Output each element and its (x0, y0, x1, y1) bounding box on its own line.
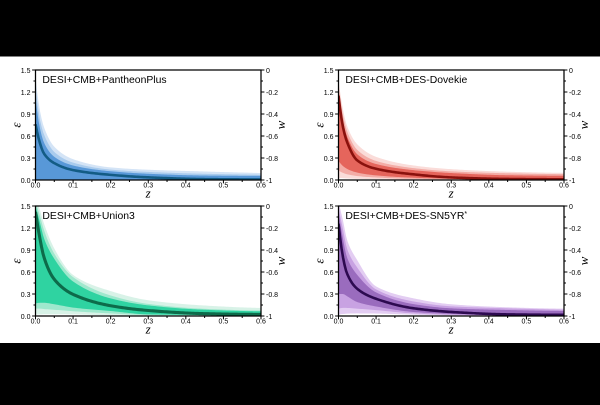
svg-text:0: 0 (266, 204, 270, 211)
svg-text:0.6: 0.6 (21, 134, 31, 141)
svg-text:0.6: 0.6 (21, 270, 31, 277)
svg-text:1.2: 1.2 (324, 226, 334, 233)
svg-text:-0.6: -0.6 (266, 270, 278, 277)
svg-text:0.1: 0.1 (68, 183, 78, 190)
svg-text:0.5: 0.5 (522, 319, 532, 326)
svg-text:1.2: 1.2 (21, 90, 31, 97)
svg-text:1.5: 1.5 (324, 68, 334, 75)
svg-text:0.0: 0.0 (21, 178, 31, 185)
svg-text:1.5: 1.5 (324, 204, 334, 211)
svg-text:z: z (448, 322, 454, 337)
svg-text:-1: -1 (266, 314, 272, 321)
svg-text:0.4: 0.4 (181, 319, 191, 326)
svg-text:0.3: 0.3 (143, 183, 153, 190)
svg-text:-0.4: -0.4 (569, 248, 581, 255)
svg-text:-0.4: -0.4 (266, 248, 278, 255)
svg-text:-0.4: -0.4 (569, 112, 581, 119)
svg-text:0.9: 0.9 (324, 112, 334, 119)
svg-text:-0.8: -0.8 (569, 292, 581, 299)
svg-text:0.3: 0.3 (324, 292, 334, 299)
svg-text:ε: ε (8, 258, 23, 264)
svg-text:DESI+CMB+Union3: DESI+CMB+Union3 (42, 211, 135, 222)
svg-text:z: z (145, 322, 151, 337)
svg-text:0.0: 0.0 (334, 319, 344, 326)
svg-text:0.0: 0.0 (324, 314, 334, 321)
svg-text:-0.2: -0.2 (569, 226, 581, 233)
svg-text:0.3: 0.3 (446, 319, 456, 326)
svg-text:0.3: 0.3 (21, 156, 31, 163)
svg-text:1.2: 1.2 (324, 90, 334, 97)
svg-text:-0.6: -0.6 (569, 134, 581, 141)
svg-text:0.4: 0.4 (484, 319, 494, 326)
svg-text:0.3: 0.3 (21, 292, 31, 299)
svg-text:0.5: 0.5 (219, 183, 229, 190)
svg-text:w: w (576, 120, 591, 129)
svg-text:0.0: 0.0 (334, 183, 344, 190)
svg-text:1.5: 1.5 (21, 204, 31, 211)
svg-text:0.9: 0.9 (21, 112, 31, 119)
svg-text:w: w (576, 256, 591, 265)
svg-text:0.0: 0.0 (31, 183, 41, 190)
svg-text:0.1: 0.1 (68, 319, 78, 326)
svg-text:0.6: 0.6 (256, 319, 266, 326)
svg-text:0.1: 0.1 (371, 319, 381, 326)
svg-text:DESI+CMB+DES-Dovekie: DESI+CMB+DES-Dovekie (345, 75, 467, 86)
svg-text:0.1: 0.1 (371, 183, 381, 190)
svg-text:0.3: 0.3 (446, 183, 456, 190)
svg-text:0.6: 0.6 (324, 134, 334, 141)
svg-text:-1: -1 (569, 178, 575, 185)
svg-text:0.2: 0.2 (106, 183, 116, 190)
svg-text:0.0: 0.0 (21, 314, 31, 321)
svg-text:-0.6: -0.6 (569, 270, 581, 277)
svg-text:0.6: 0.6 (559, 183, 569, 190)
svg-text:1.5: 1.5 (21, 68, 31, 75)
svg-text:-0.2: -0.2 (569, 90, 581, 97)
svg-text:ε: ε (311, 122, 326, 128)
svg-text:-0.8: -0.8 (266, 292, 278, 299)
svg-text:0.2: 0.2 (409, 183, 419, 190)
svg-text:0.2: 0.2 (409, 319, 419, 326)
svg-text:0.9: 0.9 (21, 248, 31, 255)
svg-text:DESI+CMB+DES-SN5YR*: DESI+CMB+DES-SN5YR* (345, 211, 467, 222)
svg-text:-0.8: -0.8 (266, 156, 278, 163)
svg-text:ε: ε (311, 258, 326, 264)
svg-text:1.2: 1.2 (21, 226, 31, 233)
svg-text:-0.2: -0.2 (266, 226, 278, 233)
svg-text:-1: -1 (266, 178, 272, 185)
svg-text:-0.2: -0.2 (266, 90, 278, 97)
svg-text:z: z (145, 186, 151, 201)
svg-text:0.9: 0.9 (324, 248, 334, 255)
svg-text:0.2: 0.2 (106, 319, 116, 326)
svg-text:w: w (273, 120, 288, 129)
svg-text:0.0: 0.0 (31, 319, 41, 326)
svg-text:-0.6: -0.6 (266, 134, 278, 141)
svg-text:0.6: 0.6 (256, 183, 266, 190)
svg-text:-0.8: -0.8 (569, 156, 581, 163)
svg-text:-0.4: -0.4 (266, 112, 278, 119)
svg-text:0.5: 0.5 (219, 319, 229, 326)
svg-text:0.6: 0.6 (559, 319, 569, 326)
svg-text:0.4: 0.4 (181, 183, 191, 190)
svg-text:0.6: 0.6 (324, 270, 334, 277)
svg-text:ε: ε (8, 122, 23, 128)
svg-text:0: 0 (569, 204, 573, 211)
svg-text:0.3: 0.3 (143, 319, 153, 326)
svg-text:0: 0 (266, 68, 270, 75)
svg-text:z: z (448, 186, 454, 201)
svg-text:0.5: 0.5 (522, 183, 532, 190)
svg-text:0.3: 0.3 (324, 156, 334, 163)
svg-text:-1: -1 (569, 314, 575, 321)
svg-text:0: 0 (569, 68, 573, 75)
svg-text:DESI+CMB+PantheonPlus: DESI+CMB+PantheonPlus (42, 75, 166, 86)
svg-text:w: w (273, 256, 288, 265)
svg-text:0.4: 0.4 (484, 183, 494, 190)
svg-text:0.0: 0.0 (324, 178, 334, 185)
